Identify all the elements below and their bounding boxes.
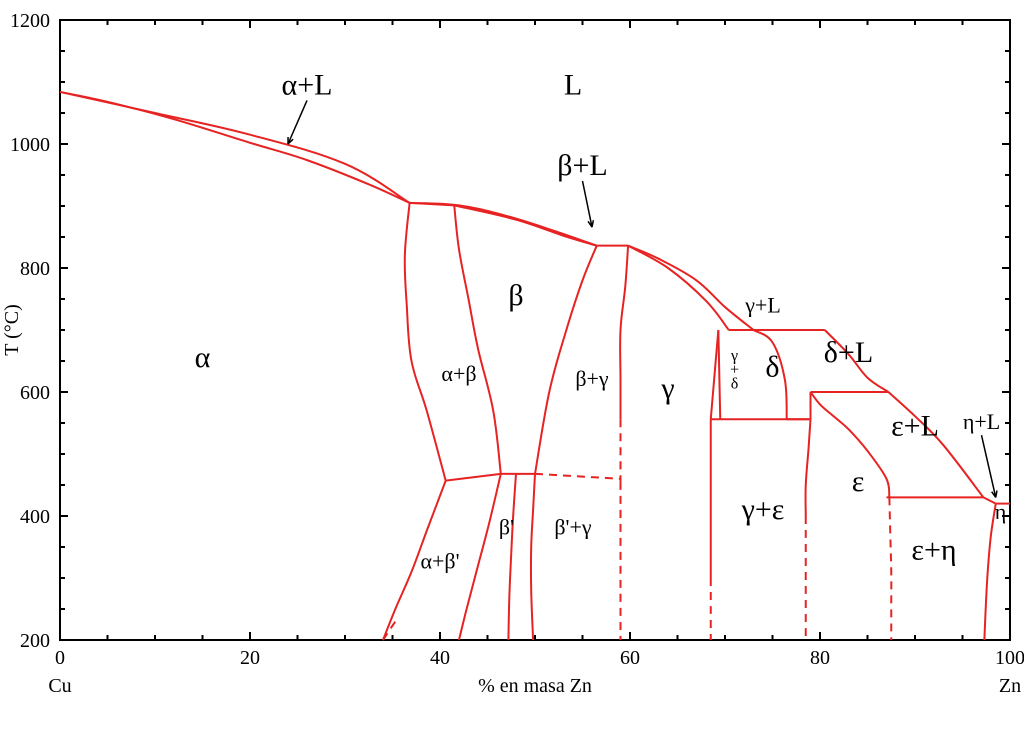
region-label: α+β' [420,549,459,574]
x-tick-label: 0 [55,647,65,669]
phase-boundary-dashed [889,497,891,640]
phase-boundary [628,246,729,330]
region-label: α+β [441,361,476,386]
region-label: γ [660,372,674,405]
phase-boundary [446,474,501,481]
y-tick-label: 800 [20,258,50,280]
phase-boundary [459,474,501,640]
phase-boundary [405,203,446,481]
y-tick-label: 200 [20,630,50,652]
y-tick-label: 1000 [10,134,50,156]
region-label: ε [852,465,865,498]
phase-diagram: 0 20 40 60 80 100 200 400 600 800 1000 1200 % en mas… [0,0,1024,736]
region-label: α [195,341,211,374]
x-tick-label: 60 [620,647,640,669]
region-label: δ+L [824,336,873,369]
region-label: η+L [963,409,1000,434]
region-label: ε+L [891,409,939,442]
region-label: γ+ε [741,493,785,526]
x-left-end-label: Cu [48,675,71,697]
x-axis-label: % en masa Zn [478,675,592,697]
region-label: γ+L [744,293,781,318]
region-label: α+L [282,68,333,101]
x-tick-label: 40 [430,647,450,669]
x-tick-label: 20 [240,647,260,669]
phase-boundary [60,92,410,203]
region-label: β+L [557,149,608,182]
region-label: δ [765,351,779,384]
phase-boundary [508,474,516,640]
region-label: δ [731,376,739,393]
y-axis-label: T (°C) [1,304,23,356]
phase-boundary [711,330,719,419]
region-label: β'+γ [554,515,592,540]
phase-boundary [806,419,811,516]
phase-boundary [811,392,890,497]
y-tick-label: 600 [20,382,50,404]
y-tick-label: 400 [20,506,50,528]
phase-boundary [531,474,535,640]
phase-boundary [454,205,501,473]
x-right-end-label: Zn [999,675,1021,697]
plot-border [60,20,1010,640]
region-label: L [564,68,582,101]
phase-boundary [718,330,720,419]
label-arrow [288,100,307,144]
phase-boundary [410,203,597,246]
phase-boundary [454,205,597,245]
x-tick-label: 100 [995,647,1024,669]
region-label: ε+η [911,533,956,566]
phase-boundary [620,246,628,420]
label-arrow [583,181,593,227]
phase-boundary [60,92,410,203]
phase-boundary [888,392,983,497]
phase-boundary-dashed [535,474,621,479]
phase-boundary [535,246,597,474]
region-label: η [995,499,1007,524]
x-tick-label: 80 [810,647,830,669]
region-label: β' [499,515,514,540]
region-label: β [508,279,523,312]
phase-boundary [628,246,753,330]
y-tick-label: 1200 [10,10,50,32]
label-arrow [982,435,996,497]
region-label: β+γ [575,366,609,391]
